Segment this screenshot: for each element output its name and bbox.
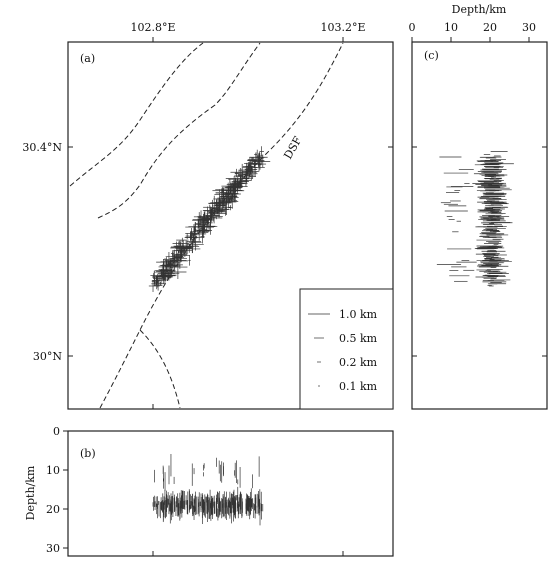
- section-b-panel: (b) 0 10 20 30 Depth/km: [24, 425, 394, 557]
- lon-label-1: 102.8°E: [130, 21, 175, 34]
- depth-c-axis-title: Depth/km: [452, 3, 507, 16]
- depth-b-label-30: 30: [46, 542, 60, 555]
- fault-trace-dsf: [99, 42, 344, 409]
- map-panel: (a) 102.8°E 103.2°E 30.4°N 30°N DSF 1.0: [22, 21, 394, 410]
- section-b-frame: [67, 430, 394, 557]
- section-b-hypocenters: [152, 454, 264, 526]
- depth-b-label-20: 20: [46, 503, 60, 516]
- section-c-panel: (c) Depth/km 0 10 20 30: [409, 3, 548, 410]
- panel-b-label: (b): [80, 447, 96, 460]
- section-c-hypocenters: [436, 151, 514, 287]
- legend-box: [299, 288, 394, 410]
- legend-label-2: 0.5 km: [339, 332, 378, 345]
- panel-c-label: (c): [424, 49, 439, 62]
- fault-trace-west: [69, 42, 204, 187]
- lat-label-1: 30.4°N: [22, 141, 62, 154]
- depth-c-label-30: 30: [522, 21, 536, 34]
- lat-label-2: 30°N: [33, 350, 62, 363]
- fault-trace-middle: [97, 42, 261, 219]
- depth-c-label-0: 0: [409, 21, 416, 34]
- legend-label-1: 1.0 km: [339, 308, 378, 321]
- lon-label-2: 103.2°E: [320, 21, 365, 34]
- error-legend: 1.0 km 0.5 km 0.2 km 0.1 km: [299, 288, 394, 410]
- legend-label-4: 0.1 km: [339, 380, 378, 393]
- depth-c-label-20: 20: [483, 21, 497, 34]
- depth-b-label-0: 0: [53, 425, 60, 438]
- legend-label-3: 0.2 km: [339, 356, 378, 369]
- map-epicenters: [148, 146, 271, 292]
- fault-trace-south: [139, 329, 181, 409]
- section-c-frame: [411, 41, 548, 410]
- depth-b-label-10: 10: [46, 464, 60, 477]
- dsf-label: DSF: [281, 134, 304, 162]
- depth-c-label-10: 10: [444, 21, 458, 34]
- depth-b-axis-title: Depth/km: [24, 465, 37, 520]
- map-frame: [67, 41, 394, 410]
- panel-a-label: (a): [80, 52, 95, 65]
